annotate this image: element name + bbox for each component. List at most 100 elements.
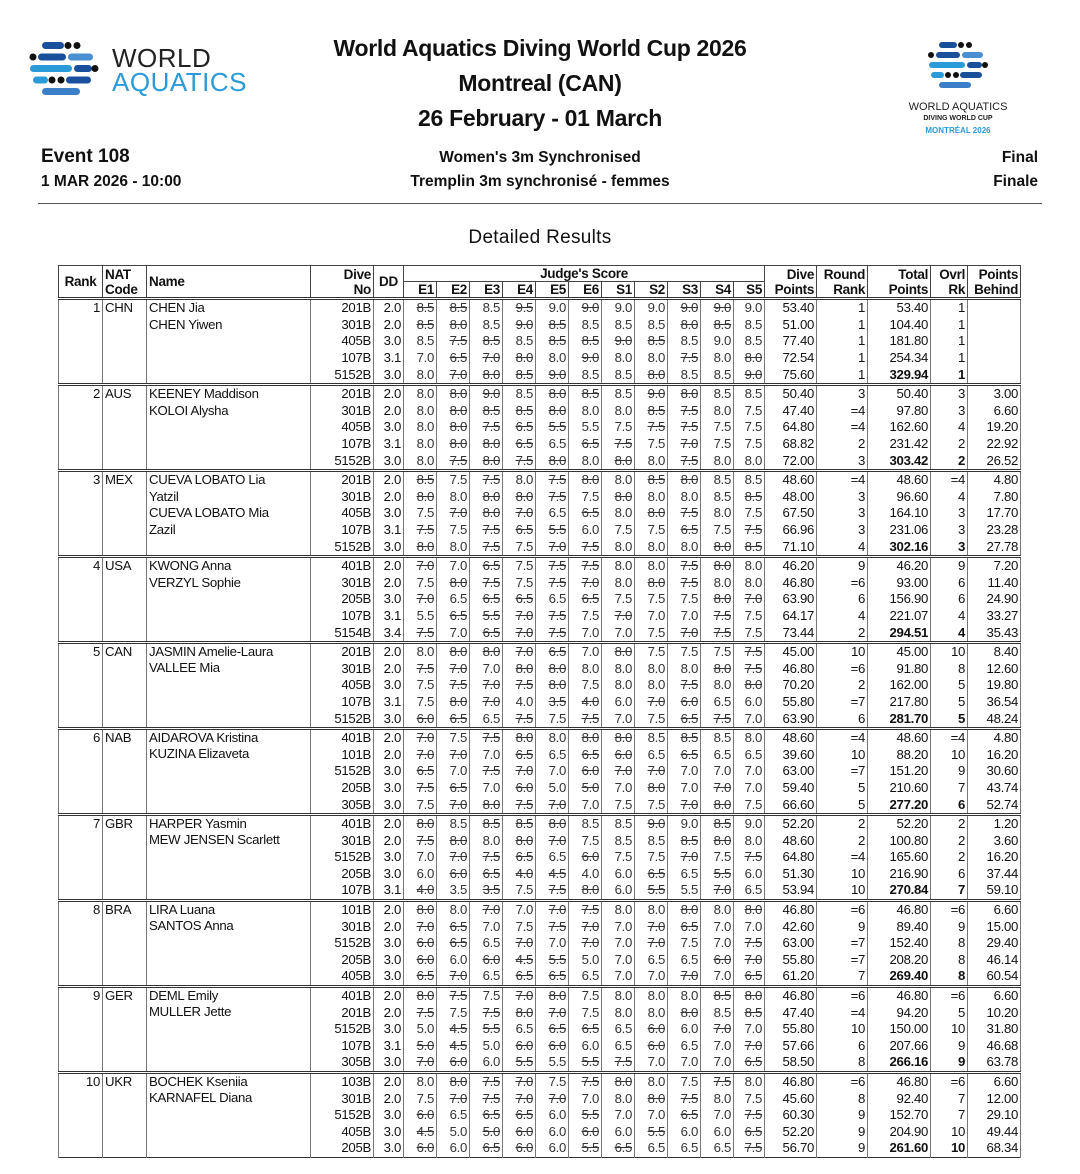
round-rank: 10 (816, 865, 869, 883)
dive-number: 5152B (310, 366, 374, 385)
judge-score: 5.0 (403, 1020, 437, 1038)
judge-score: 7.5 (732, 402, 766, 420)
athlete-name: Zazil (149, 521, 176, 537)
points-behind: 3.60 (967, 832, 1022, 849)
judge-score: 7.5 (601, 849, 635, 866)
judge-score-discarded: 6.5 (469, 624, 503, 643)
judge-score: 8.5 (700, 366, 734, 385)
judge-score: 8.0 (403, 452, 437, 471)
judge-score-discarded: 6.5 (502, 1106, 536, 1124)
judge-score-discarded: 8.0 (403, 538, 437, 557)
judge-score-discarded: 7.5 (436, 333, 470, 350)
judge-score-discarded: 8.5 (469, 333, 503, 350)
round-rank: 2 (816, 677, 869, 694)
dive-points: 46.80 (764, 660, 818, 678)
overall-rank: 4 (930, 607, 969, 625)
judge-score-discarded: 8.0 (469, 505, 503, 522)
round-rank: 3 (816, 452, 869, 471)
judge-score: 7.5 (403, 693, 437, 711)
degree-of-difficulty: 3.1 (373, 349, 404, 367)
judge-score-discarded: 8.0 (568, 882, 602, 901)
total-points: 46.20 (867, 554, 932, 575)
col-overall-rank: Ovrl Rk (930, 265, 969, 299)
judge-score-discarded: 8.5 (732, 538, 766, 557)
dive-number: 101B (310, 746, 374, 764)
judge-score-discarded: 7.0 (535, 796, 569, 815)
points-behind: 12.00 (967, 1090, 1022, 1107)
dive-points: 46.80 (764, 574, 818, 592)
judge-score-discarded: 8.0 (502, 1004, 536, 1021)
dive-number: 301B (310, 918, 374, 935)
judge-score-discarded: 7.0 (502, 1090, 536, 1107)
athlete-name: DEML Emily (149, 987, 219, 1003)
judge-score-discarded: 6.5 (469, 591, 503, 608)
judge-score-discarded: 7.5 (700, 624, 734, 643)
round-rank: =4 (816, 726, 869, 747)
judge-score-discarded: 6.5 (502, 849, 536, 866)
judge-score-discarded: 7.0 (436, 660, 470, 678)
judge-score-discarded: 7.5 (535, 882, 569, 901)
judge-score-discarded: 6.5 (403, 968, 437, 987)
dive-points: 58.50 (764, 1054, 818, 1073)
judge-score: 8.0 (700, 505, 734, 522)
judge-score-discarded: 7.5 (469, 574, 503, 592)
round-rank: 3 (816, 521, 869, 539)
judge-score-discarded: 7.5 (601, 1054, 635, 1073)
judge-score: 7.5 (535, 710, 569, 729)
judge-score: 6.0 (732, 693, 766, 711)
judge-score-discarded: 6.0 (502, 779, 536, 797)
judge-score-discarded: 8.5 (700, 812, 734, 833)
judge-score: 6.5 (535, 746, 569, 764)
points-behind: 37.44 (967, 865, 1022, 883)
judge-score-discarded: 7.5 (469, 468, 503, 489)
judge-score-discarded: 7.5 (469, 538, 503, 557)
col-judge-s5: S5 (732, 281, 766, 299)
degree-of-difficulty: 2.0 (373, 898, 404, 919)
overall-rank: 7 (930, 1106, 969, 1124)
judge-score: 8.0 (732, 452, 766, 471)
judge-score-discarded: 9.0 (568, 296, 602, 317)
overall-rank: 5 (930, 693, 969, 711)
judge-score-discarded: 7.5 (667, 505, 701, 522)
round-rank: 2 (816, 624, 869, 643)
overall-rank: 10 (930, 1123, 969, 1141)
col-total-label: Total (898, 266, 929, 282)
judge-score: 7.0 (601, 951, 635, 969)
dive-number: 107B (310, 521, 374, 539)
judge-score: 5.5 (667, 882, 701, 901)
judge-score-discarded: 6.5 (436, 779, 470, 797)
points-behind: 10.20 (967, 1004, 1022, 1021)
judge-score: 7.5 (469, 984, 503, 1005)
degree-of-difficulty: 3.0 (373, 1054, 404, 1073)
points-behind: 29.10 (967, 1106, 1022, 1124)
judge-score-discarded: 6.5 (634, 865, 668, 883)
judge-score-discarded: 6.0 (634, 1037, 668, 1055)
world-aquatics-emblem-icon (928, 42, 988, 88)
judge-score: 7.5 (601, 521, 635, 539)
col-judge-e3: E3 (469, 281, 503, 299)
dive-number: 201B (310, 640, 374, 661)
degree-of-difficulty: 3.0 (373, 710, 404, 729)
judge-score-discarded: 7.5 (535, 488, 569, 506)
judge-score-discarded: 8.5 (403, 296, 437, 317)
judge-score: 6.0 (601, 693, 635, 711)
judge-score-discarded: 7.0 (436, 366, 470, 385)
judge-score: 8.0 (502, 468, 536, 489)
overall-rank: 3 (930, 382, 969, 403)
judge-score-discarded: 5.5 (502, 1054, 536, 1073)
nat-code: BRA (102, 898, 147, 987)
dive-points: 48.60 (764, 726, 818, 747)
points-behind: 22.92 (967, 435, 1022, 453)
dive-number: 5152B (310, 849, 374, 866)
results-table: Rank NAT Code Name Dive No DD Judge's Scor… (58, 265, 1022, 1158)
degree-of-difficulty: 3.0 (373, 934, 404, 952)
judge-score: 6.5 (469, 710, 503, 729)
athlete-names: HARPER Yasmin MEW JENSEN Scarlett (146, 812, 311, 901)
round-rank: 10 (816, 1020, 869, 1038)
nat-code: CHN (102, 297, 147, 385)
judge-score: 9.0 (667, 812, 701, 833)
judge-score: 6.5 (667, 951, 701, 969)
total-points: 164.10 (867, 505, 932, 522)
points-behind: 46.68 (967, 1037, 1022, 1055)
dive-row: 5152B 3.0 8.0 8.0 7.5 7.5 7.0 7.5 8.0 8.0 8.0 8.0 8.… (59, 538, 1022, 557)
